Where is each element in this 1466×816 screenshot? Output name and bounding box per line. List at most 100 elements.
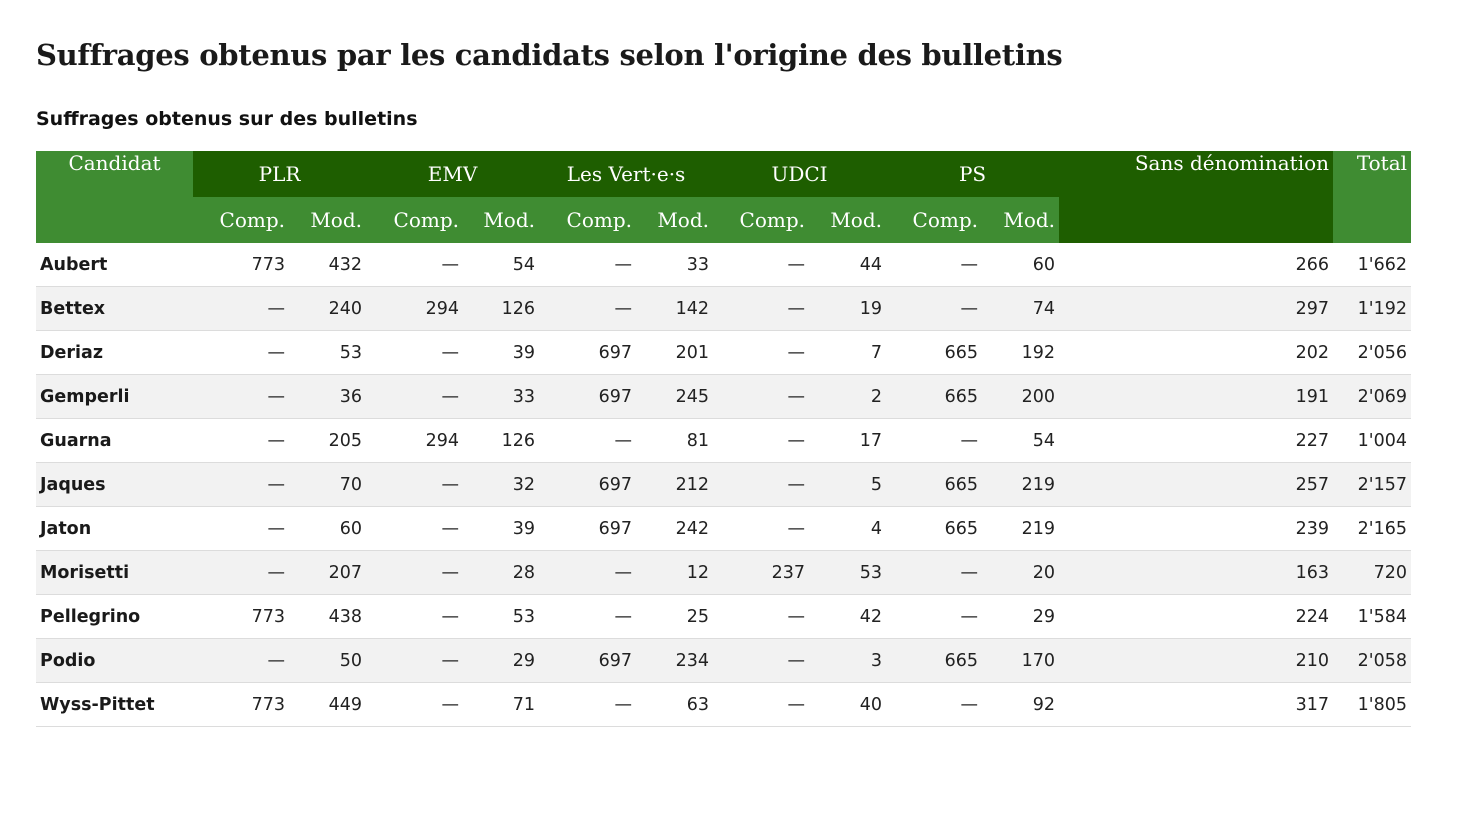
header-comp[interactable]: Comp. xyxy=(886,197,983,243)
cell-comp: — xyxy=(193,462,289,507)
candidate-name: Morisetti xyxy=(36,550,193,595)
cell-comp: — xyxy=(193,286,289,331)
cell-mod: 33 xyxy=(636,243,714,287)
cell-mod: 63 xyxy=(636,682,714,727)
cell-mod: 39 xyxy=(463,330,540,375)
header-mod[interactable]: Mod. xyxy=(982,197,1060,243)
candidate-name: Pellegrino xyxy=(36,594,193,639)
table-row: Pellegrino 773 438—53—25—42—29 224 1'584 xyxy=(36,594,1412,639)
cell-comp: 665 xyxy=(886,374,983,419)
table-row: Aubert 773 432—54—33—44—60 266 1'662 xyxy=(36,243,1412,287)
cell-mod: 28 xyxy=(463,550,540,595)
cell-sans-denomination: 297 xyxy=(1059,286,1334,331)
cell-mod: 170 xyxy=(982,638,1060,683)
cell-comp: — xyxy=(193,550,289,595)
cell-comp: — xyxy=(539,682,637,727)
cell-mod: 53 xyxy=(463,594,540,639)
cell-comp: 773 xyxy=(193,682,289,727)
cell-mod: 42 xyxy=(809,594,887,639)
cell-comp: 665 xyxy=(886,330,983,375)
header-party-verts[interactable]: Les Vert·e·s xyxy=(539,151,714,197)
header-mod[interactable]: Mod. xyxy=(809,197,887,243)
cell-mod: 240 xyxy=(289,286,367,331)
table-row: Deriaz —53—39 697 201—7 665 192 202 2'056 xyxy=(36,330,1412,375)
cell-mod: 2 xyxy=(809,374,887,419)
cell-mod: 39 xyxy=(463,506,540,551)
table-row: Podio —50—29 697 234—3 665 170 210 2'058 xyxy=(36,638,1412,683)
header-total[interactable]: Total xyxy=(1333,151,1412,243)
cell-comp: 237 xyxy=(713,550,810,595)
cell-comp: — xyxy=(193,418,289,463)
cell-mod: 192 xyxy=(982,330,1060,375)
cell-mod: 126 xyxy=(463,286,540,331)
cell-comp: — xyxy=(713,506,810,551)
cell-sans-denomination: 317 xyxy=(1059,682,1334,727)
cell-comp: 294 xyxy=(366,286,464,331)
cell-mod: 5 xyxy=(809,462,887,507)
header-candidat[interactable]: Candidat xyxy=(36,151,193,243)
header-comp[interactable]: Comp. xyxy=(193,197,289,243)
cell-comp: — xyxy=(713,594,810,639)
cell-total: 2'056 xyxy=(1333,330,1412,375)
cell-comp: — xyxy=(886,594,983,639)
cell-comp: — xyxy=(539,418,637,463)
cell-mod: 3 xyxy=(809,638,887,683)
cell-comp: 665 xyxy=(886,462,983,507)
header-row-sub: Comp. Mod. Comp. Mod. Comp. Mod. Comp. M… xyxy=(36,197,1411,243)
cell-total: 1'805 xyxy=(1333,682,1412,727)
header-party-plr[interactable]: PLR xyxy=(193,151,367,197)
candidate-name: Bettex xyxy=(36,286,193,331)
cell-mod: 201 xyxy=(636,330,714,375)
header-party-ps[interactable]: PS xyxy=(886,151,1060,197)
cell-mod: 207 xyxy=(289,550,367,595)
header-party-udci[interactable]: UDCI xyxy=(713,151,887,197)
header-mod[interactable]: Mod. xyxy=(463,197,540,243)
cell-mod: 19 xyxy=(809,286,887,331)
cell-mod: 54 xyxy=(463,243,540,287)
cell-mod: 44 xyxy=(809,243,887,287)
cell-sans-denomination: 239 xyxy=(1059,506,1334,551)
cell-mod: 432 xyxy=(289,243,367,287)
cell-comp: — xyxy=(539,550,637,595)
cell-sans-denomination: 191 xyxy=(1059,374,1334,419)
section-title: Suffrages obtenus sur des bulletins xyxy=(36,108,418,130)
header-sans-denomination[interactable]: Sans dénomination xyxy=(1059,151,1334,243)
cell-comp: 697 xyxy=(539,638,637,683)
cell-total: 1'004 xyxy=(1333,418,1412,463)
cell-comp: — xyxy=(886,550,983,595)
cell-comp: — xyxy=(713,330,810,375)
cell-sans-denomination: 257 xyxy=(1059,462,1334,507)
cell-comp: — xyxy=(713,243,810,287)
table-row: Gemperli —36—33 697 245—2 665 200 191 2'069 xyxy=(36,374,1412,419)
cell-comp: — xyxy=(366,682,464,727)
cell-sans-denomination: 227 xyxy=(1059,418,1334,463)
header-comp[interactable]: Comp. xyxy=(366,197,464,243)
cell-total: 1'192 xyxy=(1333,286,1412,331)
cell-comp: — xyxy=(366,243,464,287)
candidate-name: Jaton xyxy=(36,506,193,551)
cell-mod: 50 xyxy=(289,638,367,683)
cell-mod: 4 xyxy=(809,506,887,551)
header-party-emv[interactable]: EMV xyxy=(366,151,540,197)
cell-total: 1'584 xyxy=(1333,594,1412,639)
cell-total: 2'069 xyxy=(1333,374,1412,419)
header-comp[interactable]: Comp. xyxy=(713,197,810,243)
cell-mod: 53 xyxy=(809,550,887,595)
header-mod[interactable]: Mod. xyxy=(289,197,367,243)
cell-mod: 36 xyxy=(289,374,367,419)
header-comp[interactable]: Comp. xyxy=(539,197,637,243)
cell-comp: 665 xyxy=(886,638,983,683)
cell-comp: — xyxy=(366,594,464,639)
table-row: Wyss-Pittet 773 449—71—63—40—92 317 1'805 xyxy=(36,682,1412,727)
header-mod[interactable]: Mod. xyxy=(636,197,714,243)
cell-comp: 294 xyxy=(366,418,464,463)
cell-comp: — xyxy=(193,506,289,551)
cell-comp: — xyxy=(366,638,464,683)
table-row: Guarna —205 294 126—81—17—54 227 1'004 xyxy=(36,418,1412,463)
cell-mod: 449 xyxy=(289,682,367,727)
cell-comp: — xyxy=(886,286,983,331)
results-table: Candidat PLR EMV Les Vert·e·s UDCI PS Sa… xyxy=(36,151,1412,727)
page-title: Suffrages obtenus par les candidats selo… xyxy=(36,38,1063,72)
cell-total: 1'662 xyxy=(1333,243,1412,287)
cell-mod: 74 xyxy=(982,286,1060,331)
